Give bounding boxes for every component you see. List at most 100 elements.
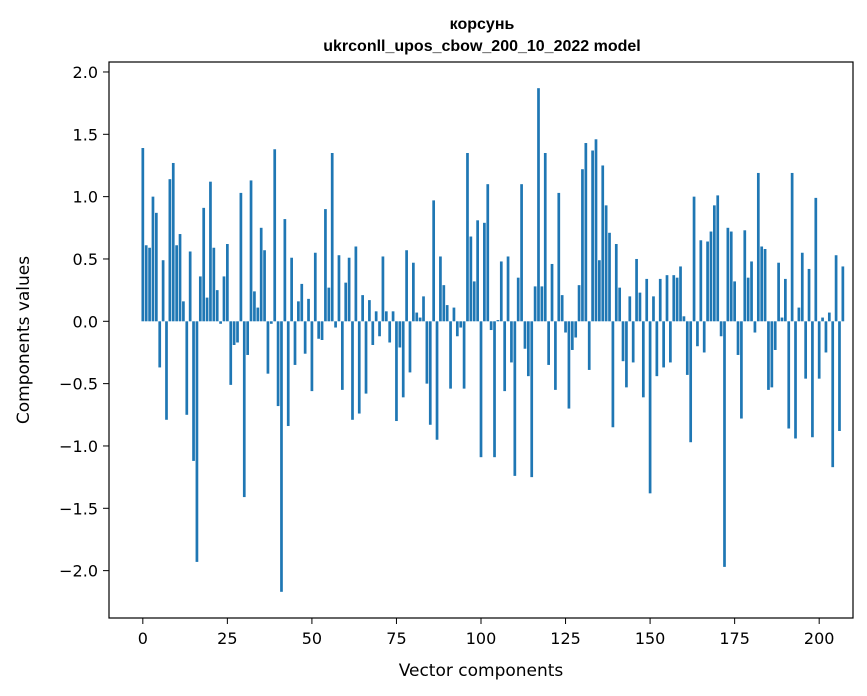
bar-component-133 — [591, 150, 594, 322]
bar-component-30 — [242, 321, 246, 498]
bar-component-128 — [574, 321, 578, 338]
bar-component-182 — [756, 172, 760, 322]
bar-component-15 — [192, 321, 195, 461]
bar-component-137 — [604, 205, 608, 322]
bar-component-138 — [608, 232, 611, 322]
bar-component-47 — [300, 283, 304, 322]
bar-component-145 — [631, 321, 635, 363]
bar-component-184 — [763, 249, 767, 322]
bar-component-19 — [205, 297, 209, 322]
y-tick-label: −1.0 — [59, 437, 98, 456]
bar-component-187 — [773, 321, 777, 350]
bar-component-142 — [621, 321, 625, 362]
bar-component-104 — [493, 321, 496, 458]
bar-component-81 — [415, 312, 419, 322]
bar-component-112 — [520, 184, 523, 322]
bar-component-134 — [594, 139, 598, 322]
bar-component-116 — [533, 286, 537, 322]
bar-component-157 — [672, 275, 676, 322]
bar-component-160 — [682, 316, 686, 322]
bar-component-119 — [543, 153, 547, 322]
bars-group — [141, 88, 845, 592]
bar-component-148 — [641, 321, 645, 398]
bar-component-70 — [378, 321, 381, 337]
bar-component-193 — [794, 321, 797, 439]
bar-component-163 — [692, 196, 696, 322]
x-axis-label: Vector components — [399, 661, 564, 681]
bar-component-185 — [767, 321, 770, 390]
bar-component-131 — [584, 143, 588, 322]
bar-component-25 — [226, 244, 229, 322]
bar-component-31 — [246, 321, 250, 355]
x-tick-label: 0 — [138, 629, 148, 648]
bar-component-95 — [462, 321, 466, 389]
bar-component-146 — [635, 258, 638, 322]
bar-component-166 — [702, 321, 706, 353]
bar-component-178 — [743, 230, 747, 322]
bar-component-59 — [340, 321, 344, 390]
bar-component-165 — [699, 240, 703, 322]
bar-component-186 — [770, 321, 774, 388]
bar-component-155 — [665, 275, 669, 322]
bar-component-45 — [293, 321, 297, 365]
bar-component-114 — [526, 321, 530, 377]
bar-component-169 — [712, 205, 716, 322]
x-tick-label: 25 — [217, 629, 237, 648]
bar-component-42 — [283, 219, 287, 322]
bar-component-74 — [391, 311, 395, 322]
bar-component-1 — [144, 245, 148, 322]
bar-component-37 — [266, 321, 270, 374]
bar-component-172 — [723, 321, 726, 567]
bar-component-90 — [445, 305, 449, 322]
bar-component-39 — [273, 149, 277, 322]
bar-component-194 — [797, 307, 801, 322]
bar-component-61 — [347, 257, 351, 322]
bar-component-140 — [614, 244, 618, 322]
bar-component-207 — [841, 266, 845, 322]
bar-component-75 — [395, 321, 398, 422]
bar-component-205 — [834, 255, 838, 322]
bar-component-32 — [249, 180, 253, 322]
bar-component-64 — [357, 321, 361, 414]
x-tick-label: 75 — [386, 629, 406, 648]
bar-component-12 — [182, 301, 185, 322]
bar-component-120 — [547, 321, 550, 365]
bar-component-33 — [253, 291, 256, 322]
bar-component-78 — [405, 250, 408, 322]
bar-component-141 — [618, 287, 622, 322]
bar-component-162 — [689, 321, 693, 443]
bar-component-183 — [760, 246, 764, 322]
bar-component-136 — [601, 165, 605, 322]
bar-component-103 — [489, 321, 493, 331]
bar-component-101 — [483, 222, 486, 322]
bar-component-97 — [469, 236, 473, 322]
bar-component-127 — [570, 321, 574, 350]
bar-component-83 — [422, 296, 425, 322]
bar-component-56 — [330, 153, 334, 322]
bar-component-27 — [232, 321, 236, 345]
x-axis-ticks: 0 25 50 75 100 125 150 175 200 — [138, 618, 834, 648]
bar-component-177 — [740, 321, 743, 419]
bar-component-18 — [202, 207, 206, 322]
bar-component-73 — [388, 321, 392, 343]
x-tick-label: 150 — [635, 629, 666, 648]
bar-component-150 — [648, 321, 652, 494]
bar-component-111 — [516, 277, 520, 322]
bar-component-117 — [537, 88, 540, 322]
bar-component-29 — [239, 192, 243, 322]
bar-component-108 — [506, 256, 510, 322]
bar-component-123 — [557, 192, 561, 322]
bar-component-49 — [307, 298, 310, 322]
bar-component-14 — [188, 251, 192, 322]
x-tick-label: 50 — [302, 629, 322, 648]
bar-component-87 — [435, 321, 439, 440]
bar-component-65 — [361, 295, 364, 322]
bar-component-201 — [821, 317, 824, 322]
bar-component-188 — [777, 262, 780, 322]
bar-component-110 — [513, 321, 517, 476]
bar-component-40 — [276, 321, 280, 407]
bar-component-170 — [716, 195, 720, 322]
bar-component-50 — [310, 321, 314, 392]
bar-component-200 — [817, 321, 821, 379]
